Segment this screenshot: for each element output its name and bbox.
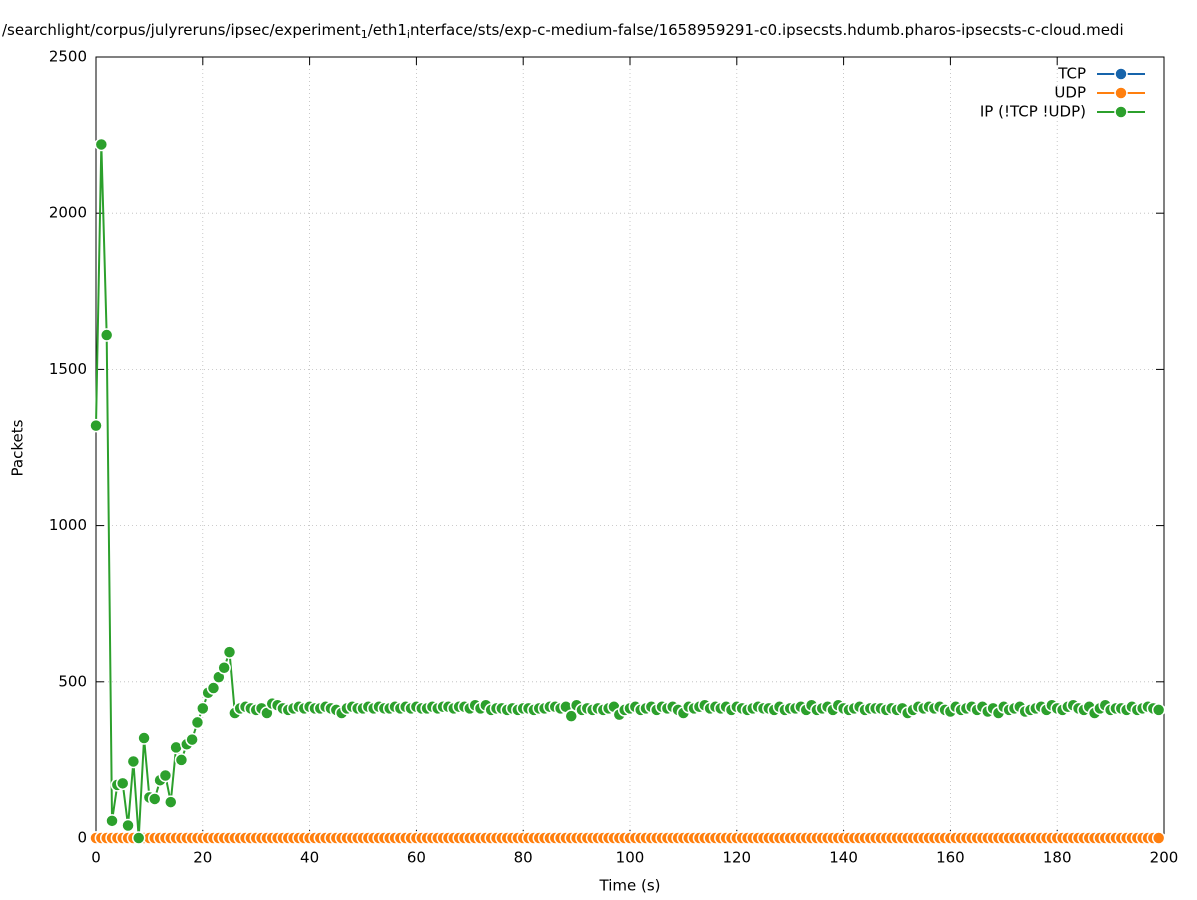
x-tick-label: 160 (936, 849, 965, 867)
title-segment: 1 (361, 28, 368, 41)
y-tick-label: 500 (58, 672, 87, 690)
x-tick-label: 120 (722, 849, 751, 867)
data-point (164, 795, 178, 809)
legend-label: IP (!TCP !UDP) (980, 103, 1086, 121)
x-tick-label: 0 (91, 849, 101, 867)
x-tick-label: 60 (407, 849, 426, 867)
data-point (158, 768, 173, 783)
data-point (174, 753, 189, 767)
data-point (185, 732, 199, 747)
legend-label: UDP (1054, 84, 1086, 102)
legend-label: TCP (1057, 65, 1086, 83)
title-segment: nterface/sts/exp-c-medium-false/16589592… (410, 21, 1124, 39)
y-tick-label: 0 (77, 829, 87, 847)
y-axis-label: Packets (9, 419, 27, 476)
y-tick-label: 2000 (49, 204, 87, 222)
data-point (121, 818, 135, 833)
data-point (137, 731, 151, 745)
data-point (564, 709, 579, 723)
data-point (206, 681, 221, 695)
series-line (95, 144, 1159, 839)
title-segment: i (407, 28, 410, 41)
x-tick-label: 180 (1043, 849, 1072, 867)
title-segment: /eth1 (368, 21, 407, 39)
legend-marker (1114, 67, 1128, 81)
x-tick-label: 20 (193, 849, 212, 867)
x-tick-label: 200 (1150, 849, 1179, 867)
data-point (147, 792, 162, 806)
data-point (89, 418, 103, 433)
title-segment: /searchlight/corpus/julyreruns/ipsec/exp… (2, 21, 361, 39)
data-point (217, 660, 231, 675)
x-tick-label: 80 (514, 849, 533, 867)
legend-marker (1114, 86, 1128, 100)
x-tick-label: 100 (616, 849, 645, 867)
x-axis-label: Time (s) (599, 877, 661, 895)
plot-frame (95, 56, 1165, 839)
data-point (1151, 831, 1166, 845)
data-point (94, 137, 109, 152)
data-point (126, 754, 141, 769)
x-tick-label: 140 (829, 849, 858, 867)
data-point (222, 645, 237, 659)
y-tick-label: 2500 (49, 48, 87, 66)
y-tick-label: 1000 (49, 516, 87, 534)
data-point (115, 776, 130, 791)
data-point (190, 715, 205, 730)
chart-title: /searchlight/corpus/julyreruns/ipsec/exp… (2, 21, 1124, 42)
data-point (196, 701, 210, 716)
data-point (131, 831, 146, 845)
data-point (99, 328, 114, 342)
data-point (105, 814, 119, 828)
data-point (1151, 703, 1166, 717)
y-tick-label: 1500 (49, 360, 87, 378)
x-tick-label: 40 (300, 849, 319, 867)
legend-marker (1114, 105, 1128, 119)
